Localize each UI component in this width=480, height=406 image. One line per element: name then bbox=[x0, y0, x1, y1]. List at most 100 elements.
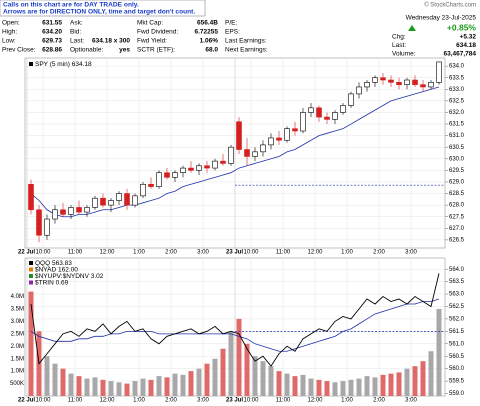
volume-bar bbox=[372, 377, 378, 396]
candle-body bbox=[284, 128, 290, 141]
y-tick-label: 626.5 bbox=[449, 237, 465, 243]
volume-bar bbox=[76, 376, 82, 396]
volume-bar bbox=[124, 383, 130, 396]
price-line bbox=[30, 273, 440, 367]
x-tick-label: 23 Jul bbox=[226, 398, 243, 404]
volume-bar bbox=[436, 308, 442, 396]
y-tick-label: 630.5 bbox=[449, 145, 465, 151]
volume-bar bbox=[28, 291, 34, 396]
candle-body bbox=[180, 167, 186, 173]
candle-body bbox=[308, 107, 314, 113]
x-tick-label: 10:00 bbox=[243, 250, 259, 256]
y-tick-label: 628.0 bbox=[449, 203, 465, 209]
volume-bar bbox=[164, 377, 170, 396]
y-tick-label: 633.0 bbox=[449, 87, 465, 93]
y2-tick-label: 4.0M bbox=[11, 294, 24, 300]
legend-entry: $NYUPV:$NYDNV 3.02 bbox=[35, 273, 104, 280]
x-tick-label: 2:00 bbox=[373, 398, 385, 404]
candle-body bbox=[92, 197, 98, 208]
candle-body bbox=[300, 112, 306, 132]
candle-body bbox=[76, 207, 82, 213]
quote-label: Mkt Cap: bbox=[137, 20, 163, 27]
legend-entry: $NYAD 162.00 bbox=[35, 267, 78, 274]
candle-body bbox=[332, 112, 338, 120]
volume-bar bbox=[396, 372, 402, 396]
x-tick-label: 11:00 bbox=[276, 250, 291, 256]
volume-bar bbox=[228, 331, 234, 396]
quote-value: 1.06% bbox=[200, 38, 219, 45]
x-tick-label: 2:00 bbox=[373, 250, 385, 256]
legend-swatch bbox=[29, 280, 33, 285]
legend-entry: SPY (5 min) 634.18 bbox=[35, 61, 92, 68]
volume-bar bbox=[188, 371, 194, 396]
y-tick-label: 564.0 bbox=[449, 267, 465, 273]
x-tick-label: 3:00 bbox=[197, 398, 209, 404]
volume-bar bbox=[332, 382, 338, 396]
x-tick-label: 23 Jul bbox=[226, 250, 243, 256]
y-tick-label: 560.0 bbox=[449, 366, 465, 372]
candle-body bbox=[372, 77, 378, 83]
candle-body bbox=[348, 93, 354, 106]
quote-label: Bid: bbox=[70, 29, 81, 36]
candle-body bbox=[108, 200, 114, 206]
volume-bar bbox=[236, 318, 242, 396]
y-tick-label: 561.0 bbox=[449, 341, 465, 347]
y-tick-label: 628.5 bbox=[449, 191, 465, 197]
legend-swatch bbox=[29, 261, 33, 265]
notice-line: Arrows are for DIRECTION ONLY, time and … bbox=[3, 8, 195, 15]
quote-label: Optionable: bbox=[70, 47, 103, 54]
quote-label: Low: bbox=[2, 38, 16, 45]
y-tick-label: 559.5 bbox=[449, 379, 465, 385]
volume-bar bbox=[140, 378, 146, 396]
candle-body bbox=[316, 107, 322, 118]
volume-bar bbox=[300, 374, 306, 396]
candle-body bbox=[212, 160, 218, 169]
candle-body bbox=[260, 144, 266, 153]
volume-bar bbox=[172, 373, 178, 396]
moving-average bbox=[30, 298, 440, 352]
volume-bar bbox=[316, 379, 322, 396]
candle-body bbox=[28, 183, 34, 211]
candle-body bbox=[36, 209, 42, 236]
volume-bar bbox=[132, 381, 138, 396]
candle-body bbox=[172, 172, 178, 178]
volume-bar bbox=[388, 373, 394, 396]
y-tick-label: 563.5 bbox=[449, 279, 465, 285]
x-tick-label: 2:00 bbox=[165, 250, 177, 256]
candle-body bbox=[156, 172, 162, 187]
y-tick-label: 633.5 bbox=[449, 75, 465, 81]
y-tick-label: 629.5 bbox=[449, 168, 465, 174]
volume-bar bbox=[180, 374, 186, 396]
candle-body bbox=[44, 218, 50, 236]
quote-value: 634.18 bbox=[456, 42, 476, 49]
candle-body bbox=[404, 79, 410, 85]
y-tick-label: 632.0 bbox=[449, 110, 465, 116]
x-tick-label: 3:00 bbox=[197, 250, 209, 256]
quote-value: 68.0 bbox=[205, 47, 218, 54]
volume-bar bbox=[260, 361, 266, 396]
quote-label: Ask: bbox=[70, 20, 83, 27]
candle-body bbox=[436, 61, 442, 83]
candle-body bbox=[276, 137, 282, 141]
volume-bar bbox=[60, 368, 66, 396]
x-tick-label: 2:00 bbox=[165, 398, 177, 404]
volume-bar bbox=[108, 381, 114, 396]
x-tick-label: 1:00 bbox=[341, 250, 353, 256]
candle-body bbox=[252, 151, 258, 157]
volume-bar bbox=[100, 379, 106, 396]
candle-body bbox=[228, 146, 234, 164]
y-tick-label: 563.0 bbox=[449, 292, 465, 298]
candle-body bbox=[220, 160, 226, 164]
volume-bar bbox=[148, 379, 154, 396]
candle-body bbox=[116, 193, 122, 201]
legend-swatch bbox=[29, 267, 33, 272]
candle-body bbox=[60, 209, 66, 215]
x-tick-label: 12:00 bbox=[307, 398, 323, 404]
volume-bar bbox=[52, 363, 58, 396]
quote-label: Open: bbox=[2, 20, 20, 27]
candle-body bbox=[428, 82, 434, 88]
quote-label: SCTR (ETF): bbox=[137, 47, 175, 54]
x-tick-label: 3:00 bbox=[405, 398, 417, 404]
x-tick-label: 22 Jul bbox=[18, 250, 35, 256]
